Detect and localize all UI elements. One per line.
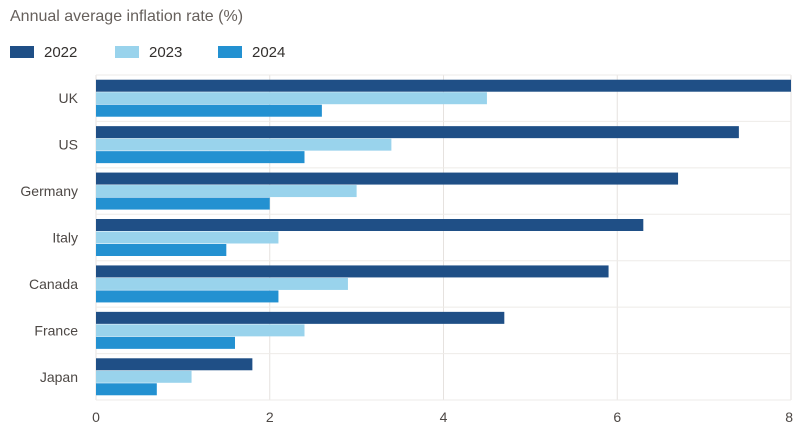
legend: 2022 2023 2024: [10, 43, 790, 61]
bar-us-2022: [96, 126, 739, 139]
x-tick-label-8: 8: [785, 409, 793, 423]
x-tick-label-2: 2: [266, 409, 274, 423]
bar-germany-2024: [96, 197, 270, 210]
bar-canada-2022: [96, 265, 609, 278]
category-label-germany: Germany: [20, 183, 78, 199]
x-tick-label-6: 6: [613, 409, 621, 423]
bar-italy-2022: [96, 219, 644, 231]
bar-germany-2023: [96, 185, 357, 198]
bar-uk-2022: [96, 79, 791, 92]
legend-item-2023: 2023: [115, 43, 182, 61]
bar-france-2024: [96, 336, 235, 349]
bars: [96, 79, 791, 396]
category-label-us: US: [59, 137, 78, 153]
bar-canada-2023: [96, 277, 348, 290]
x-tick-label-0: 0: [92, 409, 100, 423]
bar-france-2023: [96, 324, 305, 337]
bar-us-2023: [96, 138, 392, 151]
bar-italy-2023: [96, 231, 279, 244]
bar-japan-2024: [96, 383, 157, 396]
bar-us-2024: [96, 151, 305, 164]
category-label-canada: Canada: [29, 276, 78, 292]
legend-item-2024: 2024: [218, 43, 285, 61]
legend-label-2023: 2023: [149, 43, 183, 61]
category-label-france: France: [34, 322, 78, 338]
category-labels: UK US Germany Italy Canada France Japan: [20, 90, 78, 385]
bar-uk-2023: [96, 92, 487, 105]
bar-japan-2022: [96, 358, 253, 371]
bar-germany-2022: [96, 172, 679, 185]
legend-label-2022: 2022: [44, 43, 78, 61]
legend-swatch-2022: [10, 46, 34, 58]
legend-item-2022: 2022: [10, 43, 77, 61]
bar-italy-2024: [96, 244, 227, 256]
x-tick-label-4: 4: [440, 409, 448, 423]
category-label-italy: Italy: [52, 230, 78, 246]
legend-label-2024: 2024: [252, 43, 286, 61]
bar-france-2022: [96, 311, 505, 324]
legend-swatch-2023: [115, 46, 139, 58]
bar-uk-2024: [96, 104, 322, 117]
x-tick-labels: 0 2 4 6 8: [92, 409, 793, 423]
category-label-japan: Japan: [40, 369, 78, 385]
bar-canada-2024: [96, 290, 279, 303]
chart-title: Annual average inflation rate (%): [10, 8, 244, 25]
bar-japan-2023: [96, 370, 192, 383]
legend-swatch-2024: [218, 46, 242, 58]
category-label-uk: UK: [59, 90, 79, 106]
